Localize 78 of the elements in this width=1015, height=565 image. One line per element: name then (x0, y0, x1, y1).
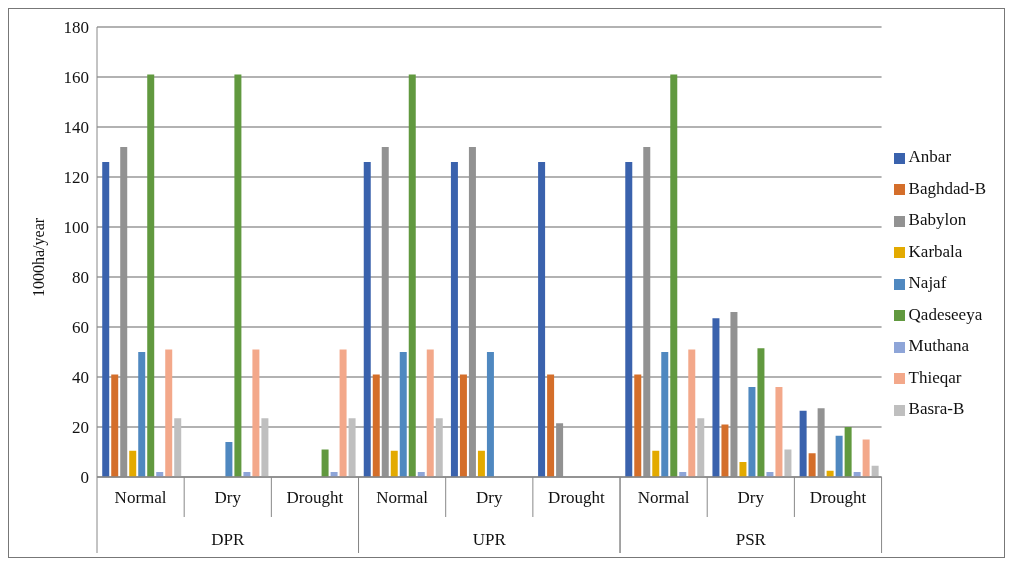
legend-label: Najaf (908, 273, 947, 293)
y-tick-label: 80 (72, 268, 89, 288)
legend-label: Muthana (908, 336, 969, 356)
bar (808, 453, 816, 477)
bar (688, 349, 696, 477)
bar (102, 162, 110, 477)
bar (129, 450, 137, 477)
y-tick-label: 60 (72, 318, 89, 338)
x-tick-label: Normal (376, 488, 429, 507)
bar (450, 162, 458, 477)
y-tick-label: 180 (63, 18, 89, 38)
bar (652, 450, 660, 477)
bar (775, 387, 783, 477)
bar (234, 74, 242, 477)
bar (138, 352, 146, 477)
bar (547, 374, 555, 477)
legend-label: Karbala (908, 241, 963, 261)
bar (844, 427, 852, 477)
bar (174, 418, 182, 477)
bar (363, 162, 371, 477)
x-tick-label: Dry (476, 488, 503, 507)
bar (721, 424, 729, 477)
bar (225, 442, 233, 477)
bar (486, 352, 494, 477)
bar (399, 352, 407, 477)
legend-label: Baghdad-B (908, 178, 986, 198)
bar (111, 374, 119, 477)
bar (435, 418, 443, 477)
x-tick-label: Normal (114, 488, 167, 507)
bar (757, 348, 765, 477)
bar (835, 435, 843, 477)
bar (372, 374, 380, 477)
x-tick-label: Drought (548, 488, 606, 507)
bar (261, 418, 269, 477)
y-tick-label: 40 (72, 368, 89, 388)
text: DPR (211, 530, 245, 549)
y-tick-label: 0 (80, 468, 89, 488)
y-tick-label: 20 (72, 418, 89, 438)
bar (862, 439, 870, 477)
text: UPR (472, 530, 507, 549)
legend-label: Thieqar (908, 367, 962, 387)
legend-label: Babylon (908, 210, 967, 230)
x-tick-label: Drought (809, 488, 867, 507)
bar (426, 349, 434, 477)
bar (339, 349, 347, 477)
bar (625, 162, 633, 477)
bar (748, 387, 756, 477)
bar (634, 374, 642, 477)
x-tick-label: Normal (637, 488, 690, 507)
bar (348, 418, 356, 477)
bar (712, 318, 720, 477)
bar (408, 74, 416, 477)
y-tick-label: 140 (63, 118, 89, 138)
bar (661, 352, 669, 477)
bar (165, 349, 173, 477)
y-tick-label: 160 (63, 68, 89, 88)
y-tick-label: 100 (63, 218, 89, 238)
bar (697, 418, 705, 477)
y-axis-title: 1000ha/year (29, 217, 48, 297)
text: PSR (735, 530, 767, 549)
bar (147, 74, 155, 477)
bar (784, 449, 792, 477)
bar (739, 462, 747, 477)
bar (799, 410, 807, 477)
legend-label: Qadeseeya (908, 304, 983, 324)
legend-label: Basra-B (908, 399, 965, 419)
y-tick-label: 120 (63, 168, 89, 188)
x-tick-label: Dry (737, 488, 765, 507)
legend-label: Anbar (908, 147, 952, 167)
bar (252, 349, 260, 477)
bar (459, 374, 467, 477)
bar (670, 74, 678, 477)
bar (390, 450, 398, 477)
x-tick-label: Drought (286, 488, 344, 507)
bar (321, 449, 329, 477)
bar (538, 162, 546, 477)
x-tick-label: Dry (214, 488, 242, 507)
bar (477, 450, 485, 477)
